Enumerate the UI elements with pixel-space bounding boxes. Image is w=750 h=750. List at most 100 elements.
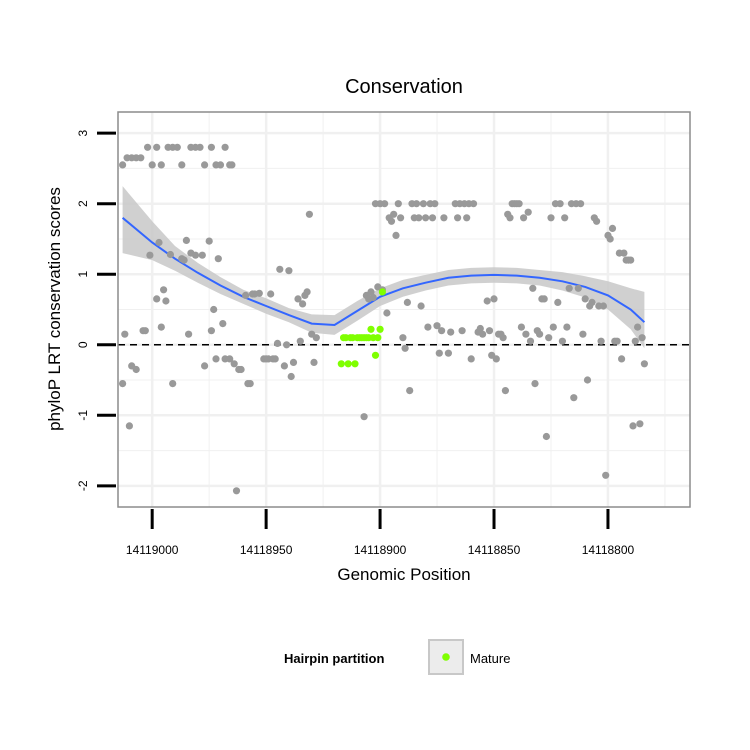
other-point <box>287 372 295 381</box>
other-point <box>415 214 423 222</box>
other-point <box>246 380 254 388</box>
other-point <box>447 328 455 336</box>
other-point <box>536 330 544 338</box>
other-point <box>303 288 311 296</box>
other-point <box>517 323 526 331</box>
other-point <box>467 355 475 363</box>
other-point <box>401 344 409 352</box>
other-point <box>485 327 494 335</box>
other-point <box>549 323 557 331</box>
other-point <box>419 200 427 208</box>
mature-point <box>371 351 380 359</box>
other-point <box>230 360 238 368</box>
other-point <box>428 214 437 222</box>
other-point <box>463 214 471 222</box>
other-point <box>640 360 649 368</box>
other-point <box>255 289 263 297</box>
other-point <box>438 327 446 335</box>
x-tick-label: 14118800 <box>582 543 635 557</box>
other-point <box>577 200 585 208</box>
other-point <box>381 200 389 208</box>
other-point <box>214 255 222 263</box>
mature-point <box>367 325 375 333</box>
other-point <box>173 143 181 151</box>
other-point <box>417 302 425 310</box>
other-point <box>392 231 400 239</box>
other-point <box>406 387 414 395</box>
other-point <box>119 380 127 388</box>
other-point <box>547 214 555 222</box>
other-point <box>119 161 127 169</box>
legend-label-mature: Mature <box>470 651 510 666</box>
other-point <box>394 200 402 208</box>
other-point <box>305 210 313 218</box>
other-point <box>526 337 535 345</box>
other-point <box>531 380 539 388</box>
other-point <box>556 200 564 208</box>
y-tick-label: 0 <box>76 341 90 348</box>
other-point <box>157 161 165 169</box>
y-tick-label: -1 <box>76 410 90 421</box>
other-point <box>144 143 152 151</box>
other-point <box>593 217 601 225</box>
other-point <box>583 376 592 384</box>
other-point <box>588 298 596 306</box>
other-point <box>312 334 320 342</box>
legend-key-mature-swatch <box>442 653 450 661</box>
other-point <box>237 365 245 374</box>
y-tick-label: 3 <box>76 130 90 137</box>
y-tick-label: -2 <box>76 480 90 491</box>
other-point <box>599 302 608 310</box>
other-point <box>180 256 188 264</box>
other-point <box>137 154 145 162</box>
other-point <box>424 323 432 331</box>
other-point <box>141 327 149 335</box>
other-point <box>602 471 610 479</box>
other-point <box>469 200 478 208</box>
other-point <box>476 324 484 333</box>
other-point <box>581 295 589 303</box>
other-point <box>294 295 302 303</box>
other-point <box>280 362 288 370</box>
other-point <box>169 380 177 388</box>
other-point <box>360 413 368 421</box>
other-point <box>563 323 571 331</box>
other-point <box>226 355 234 363</box>
other-point <box>458 327 466 335</box>
x-axis-title: Genomic Position <box>337 565 470 584</box>
mature-point <box>337 360 345 368</box>
confidence-band-layer <box>122 186 645 349</box>
other-point <box>397 214 405 222</box>
other-point <box>125 422 133 430</box>
other-point <box>545 334 553 342</box>
other-point <box>207 327 215 335</box>
other-point <box>490 295 498 303</box>
other-point <box>435 349 443 357</box>
other-point <box>273 339 282 347</box>
other-point <box>627 256 635 264</box>
other-point <box>515 200 523 208</box>
chart-title: Conservation <box>345 76 463 98</box>
y-tick-label: 1 <box>76 271 90 278</box>
confidence-band <box>122 186 645 349</box>
other-point <box>153 143 161 151</box>
other-point <box>606 235 614 243</box>
mature-point <box>351 360 359 368</box>
y-axis: -2 -1 0 1 2 3 <box>76 130 116 491</box>
other-point <box>185 330 193 338</box>
other-point <box>201 362 209 370</box>
other-point <box>454 214 462 222</box>
x-tick-label: 14119000 <box>126 543 179 557</box>
other-point <box>182 236 190 244</box>
y-axis-title: phyloP LRT conservation scores <box>45 187 64 431</box>
other-point <box>574 284 582 292</box>
y-tick-label: 2 <box>76 200 90 207</box>
other-point <box>565 284 573 292</box>
other-point <box>634 323 642 331</box>
other-point <box>399 334 407 342</box>
other-point <box>613 337 621 345</box>
other-point <box>153 295 161 303</box>
other-point <box>166 250 174 259</box>
other-point <box>570 394 578 402</box>
